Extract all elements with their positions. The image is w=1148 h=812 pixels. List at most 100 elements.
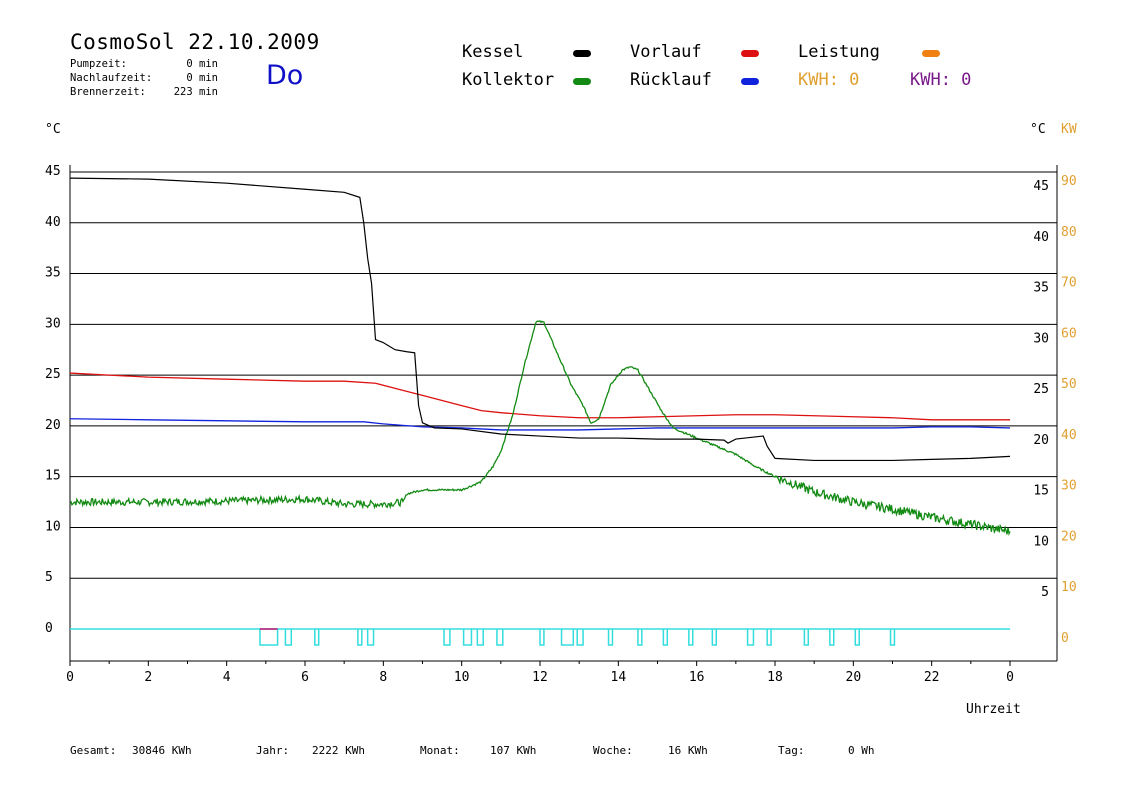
pump-pulse <box>829 629 835 646</box>
y-tick-label: 35 <box>45 266 61 281</box>
right-axis-unit: °C <box>1030 122 1046 137</box>
y-right-tick-label: 30 <box>1033 331 1049 346</box>
pump-time-value: 0 min <box>186 58 218 70</box>
pump-pulse <box>284 629 293 646</box>
y-right-tick-label: 35 <box>1033 281 1049 296</box>
chart-title: CosmoSol 22.10.2009 <box>70 30 320 54</box>
pump-pulse <box>476 629 484 646</box>
chart-ticks: 0510152025303540455101520253035404501020… <box>45 164 1077 685</box>
y2-tick-label: 70 <box>1061 276 1077 291</box>
footer-week-label: Woche: <box>593 744 633 757</box>
y-right-tick-label: 20 <box>1033 433 1049 448</box>
chart-lines <box>69 177 1011 536</box>
y-right-tick-label: 10 <box>1033 534 1049 549</box>
series-line-ruecklauf <box>69 418 1011 431</box>
y2-tick-label: 50 <box>1061 377 1077 392</box>
pump-pulse <box>576 629 584 646</box>
kw-axis-unit: KW <box>1061 122 1077 137</box>
legend-kessel-swatch <box>573 50 591 57</box>
x-tick-label: 16 <box>689 670 705 685</box>
y-right-tick-label: 45 <box>1033 179 1049 194</box>
legend-kwh-purple: KWH: 0 <box>910 70 972 90</box>
pump-pulse <box>496 629 504 646</box>
x-tick-label: 20 <box>846 670 862 685</box>
x-tick-label: 10 <box>454 670 470 685</box>
legend-vorlauf-label: Vorlauf <box>630 42 702 62</box>
series-line-vorlauf <box>69 372 1010 421</box>
x-tick-label: 4 <box>223 670 231 685</box>
legend-ruecklauf-label: Rücklauf <box>630 70 712 90</box>
pump-pulse <box>560 629 575 646</box>
y2-tick-label: 80 <box>1061 225 1077 240</box>
pump-pulse <box>854 629 860 646</box>
y-tick-label: 15 <box>45 469 61 484</box>
series-line-kessel <box>69 177 1011 462</box>
y-tick-label: 5 <box>45 570 53 585</box>
x-tick-label: 18 <box>767 670 783 685</box>
weekday-label: Do <box>266 60 304 91</box>
y-tick-label: 0 <box>45 621 53 636</box>
x-tick-label: 8 <box>379 670 387 685</box>
y2-tick-label: 0 <box>1061 631 1069 646</box>
legend-leistung-label: Leistung <box>798 42 880 62</box>
x-tick-label: 0 <box>1006 670 1014 685</box>
y2-tick-label: 60 <box>1061 326 1077 341</box>
y-tick-label: 30 <box>45 316 61 331</box>
pump-pulse <box>662 629 669 646</box>
pump-pulse <box>259 629 279 646</box>
pump-pulse <box>539 629 545 646</box>
y2-tick-label: 20 <box>1061 529 1077 544</box>
left-axis-unit: °C <box>45 122 61 137</box>
pump-pulse <box>711 629 717 646</box>
pump-pulse <box>637 629 643 646</box>
footer-day-label: Tag: <box>778 744 805 757</box>
footer-total-label: Gesamt: <box>70 744 117 757</box>
legend-ruecklauf-swatch <box>741 78 759 85</box>
footer-day-value: 0 Wh <box>848 744 875 757</box>
pump-pulse <box>803 629 810 646</box>
x-axis-label: Uhrzeit <box>966 702 1021 717</box>
y-tick-label: 20 <box>45 418 61 433</box>
y-tick-label: 40 <box>45 215 61 230</box>
footer-year-value: 2222 KWh <box>312 744 365 757</box>
pump-pulse <box>766 629 772 646</box>
y-right-tick-label: 15 <box>1033 484 1049 499</box>
afterrun-time-label: Nachlaufzeit: <box>70 72 153 84</box>
x-tick-label: 6 <box>301 670 309 685</box>
footer-week-value: 16 KWh <box>668 744 708 757</box>
y-right-tick-label: 40 <box>1033 230 1049 245</box>
legend-leistung-swatch <box>922 50 940 57</box>
y2-tick-label: 40 <box>1061 428 1077 443</box>
x-tick-label: 22 <box>924 670 940 685</box>
x-tick-label: 12 <box>532 670 548 685</box>
x-tick-label: 0 <box>66 670 74 685</box>
burner-time-value: 223 min <box>173 86 218 98</box>
pump-pulse <box>357 629 363 646</box>
footer-month-label: Monat: <box>420 744 460 757</box>
legend-vorlauf-swatch <box>741 50 759 57</box>
x-tick-label: 2 <box>144 670 152 685</box>
y-tick-label: 25 <box>45 367 61 382</box>
pump-pulse <box>366 629 375 646</box>
chart-grid <box>70 171 1057 579</box>
y2-tick-label: 90 <box>1061 174 1077 189</box>
footer-month-value: 107 KWh <box>490 744 537 757</box>
pump-pulse <box>688 629 694 646</box>
chart-axes <box>69 165 1058 662</box>
burner-time-label: Brennerzeit: <box>70 86 146 98</box>
pump-pulse <box>314 629 320 646</box>
y2-tick-label: 10 <box>1061 580 1077 595</box>
legend-kwh-orange: KWH: 0 <box>798 70 860 90</box>
pump-pulse <box>443 629 451 646</box>
y2-tick-label: 30 <box>1061 479 1077 494</box>
pump-markers <box>70 628 1010 646</box>
pump-time-label: Pumpzeit: <box>70 58 127 70</box>
pump-pulse <box>889 629 896 646</box>
y-right-tick-label: 25 <box>1033 382 1049 397</box>
legend-kollektor-label: Kollektor <box>462 70 555 90</box>
legend-kollektor-swatch <box>573 78 591 85</box>
y-tick-label: 10 <box>45 519 61 534</box>
series-line-kollektor <box>69 320 1011 536</box>
footer-total-value: 30846 KWh <box>132 744 192 757</box>
